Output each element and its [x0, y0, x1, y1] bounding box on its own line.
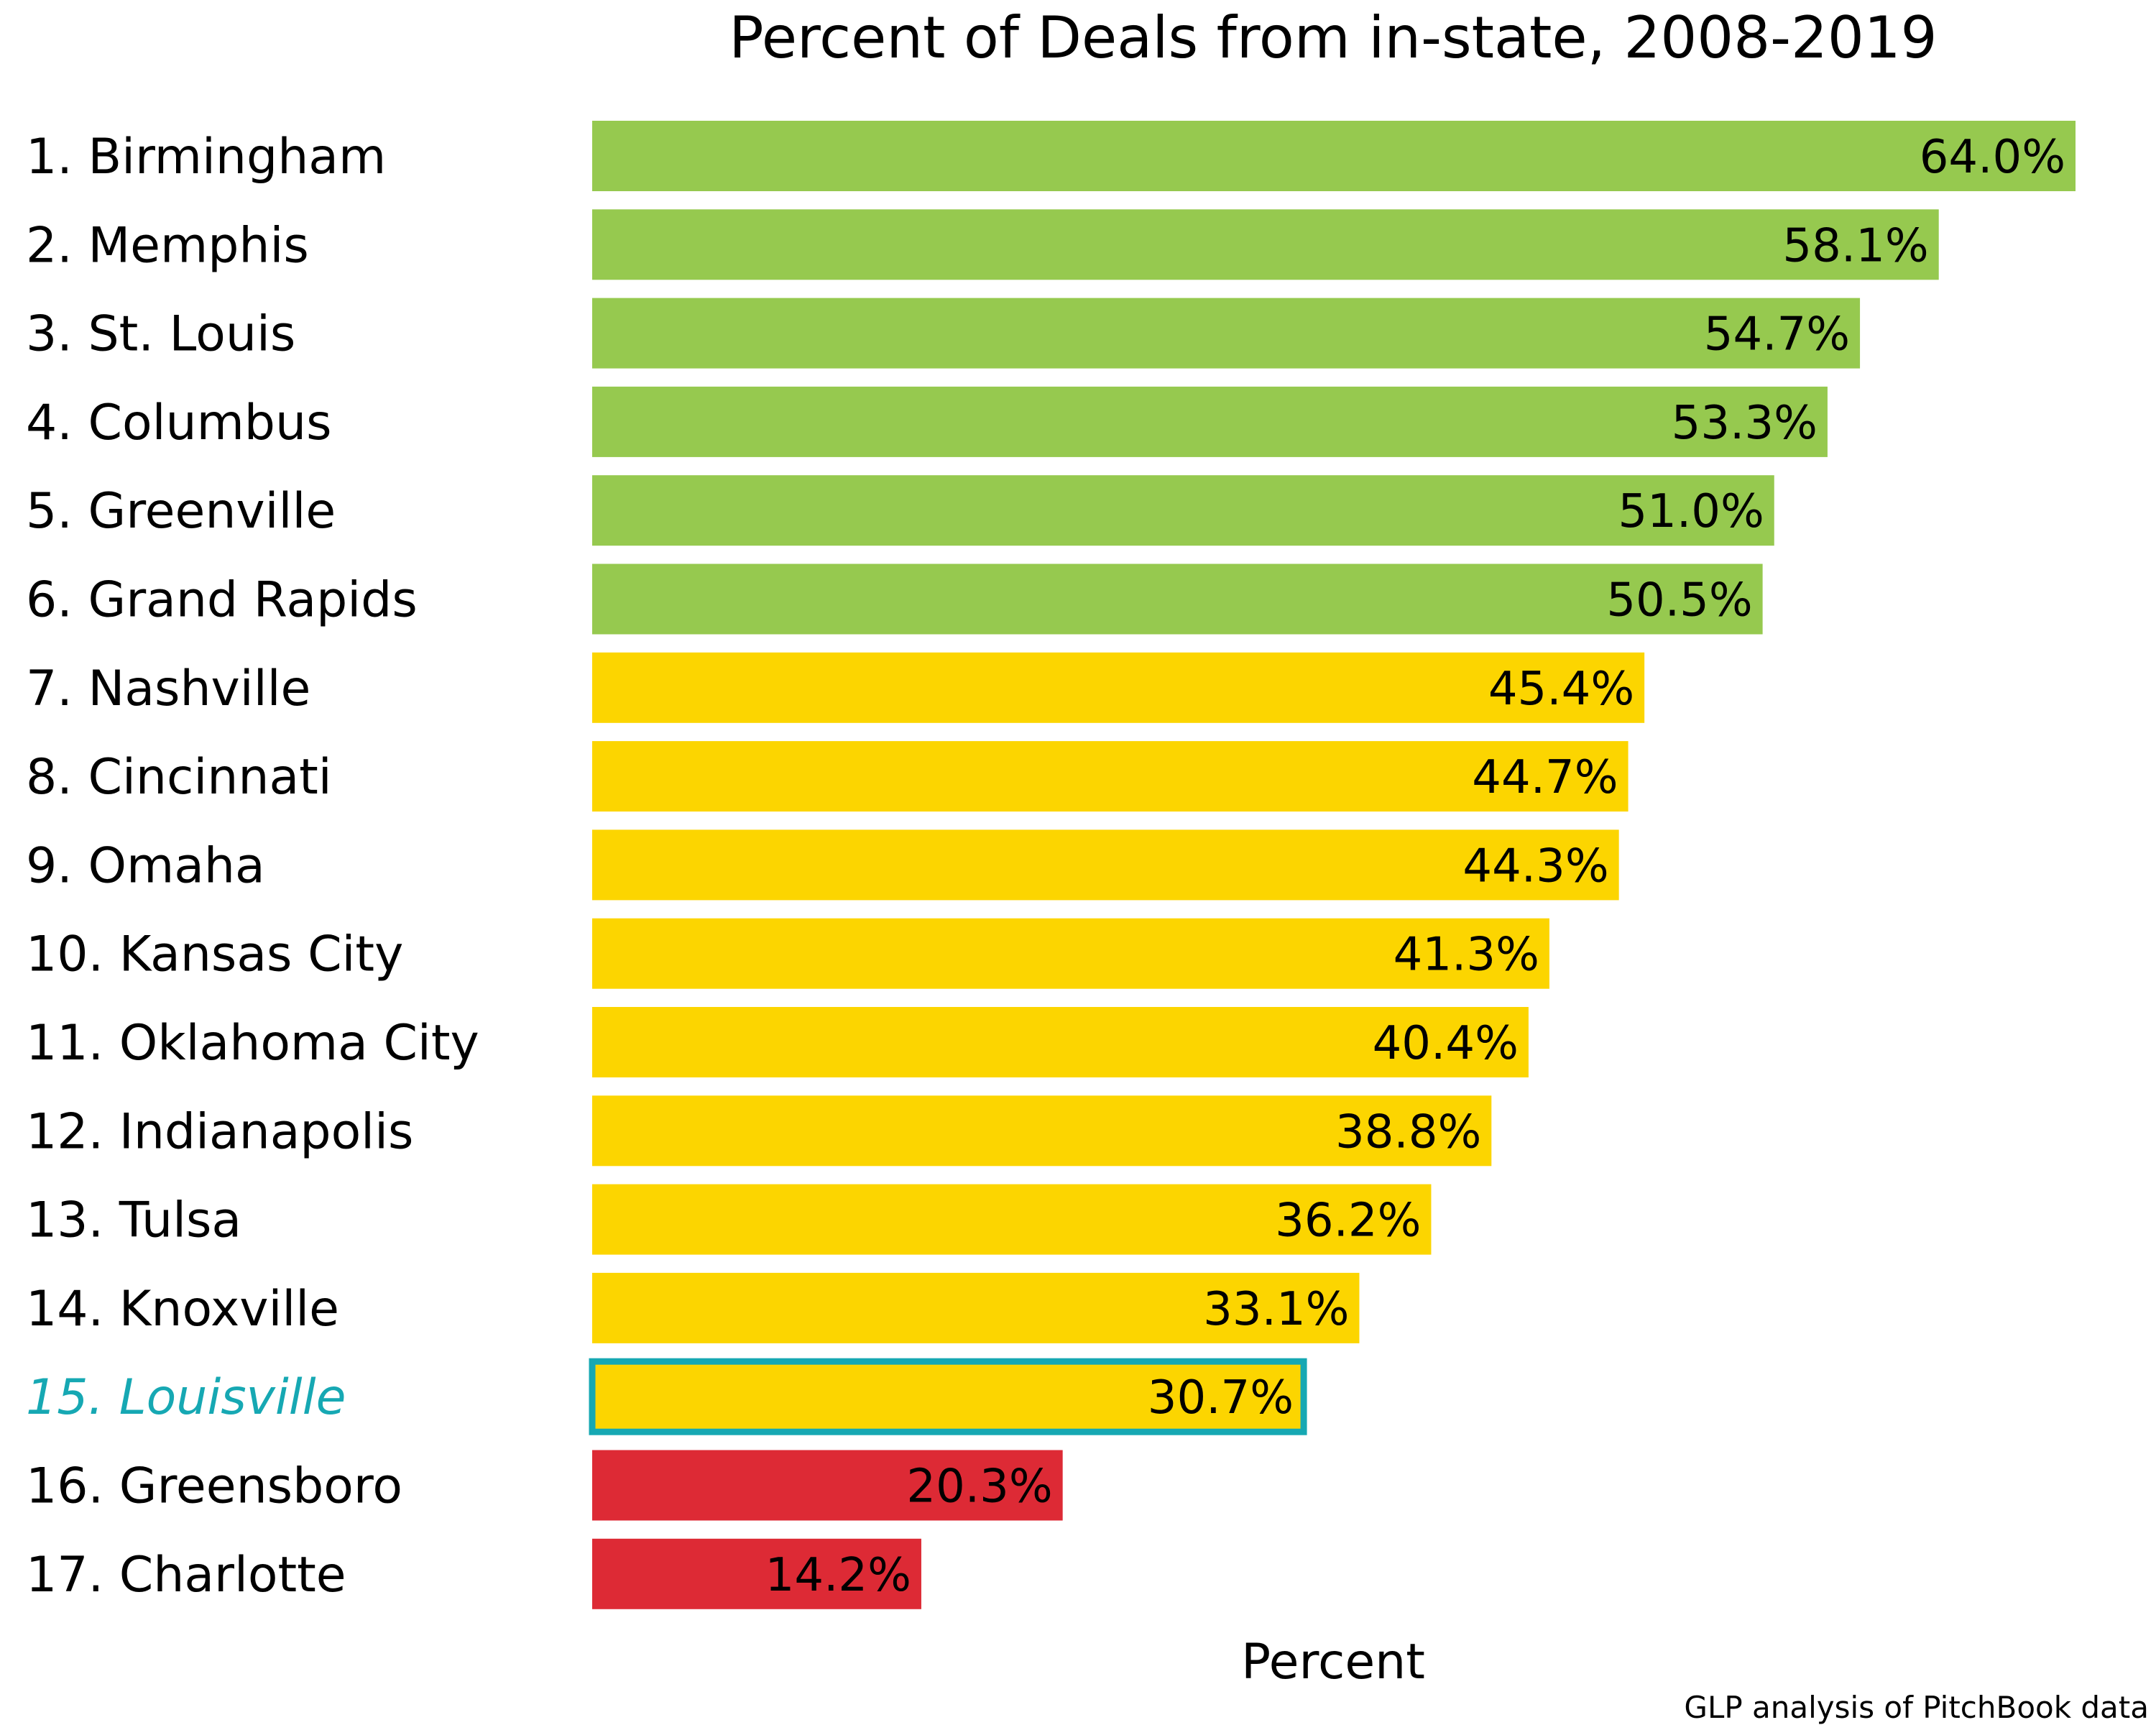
- value-label: 44.3%: [1462, 840, 1608, 893]
- chart-title: Percent of Deals from in-state, 2008-201…: [729, 4, 1937, 71]
- category-label: 7. Nashville: [26, 661, 310, 717]
- bar: [592, 386, 1828, 457]
- category-label: 10. Kansas City: [26, 926, 403, 983]
- bar: [592, 1450, 1063, 1521]
- value-label: 14.2%: [765, 1549, 911, 1602]
- value-label: 20.3%: [906, 1460, 1052, 1514]
- category-label: 11. Oklahoma City: [26, 1015, 479, 1072]
- value-label: 33.1%: [1203, 1283, 1349, 1336]
- category-label: 9. Omaha: [26, 837, 265, 894]
- category-label: 2. Memphis: [26, 217, 309, 274]
- value-label: 51.0%: [1618, 485, 1764, 538]
- category-label: 3. St. Louis: [26, 306, 295, 363]
- value-label: 40.4%: [1373, 1017, 1519, 1070]
- category-label: 8. Cincinnati: [26, 749, 332, 806]
- value-label: 30.7%: [1148, 1371, 1294, 1425]
- bar: [592, 1272, 1360, 1343]
- category-label: 17. Charlotte: [26, 1547, 346, 1604]
- value-label: 45.4%: [1488, 663, 1634, 716]
- bar: [592, 564, 1763, 635]
- category-label: 4. Columbus: [26, 395, 332, 451]
- category-label: 5. Greenville: [26, 483, 336, 540]
- category-label: 14. Knoxville: [26, 1281, 339, 1338]
- value-label: 44.7%: [1472, 751, 1618, 804]
- bar: [592, 1095, 1492, 1167]
- value-label: 53.3%: [1672, 397, 1818, 450]
- category-label: 13. Tulsa: [26, 1192, 241, 1249]
- category-label: 16. Greensboro: [26, 1458, 402, 1515]
- value-label: 36.2%: [1275, 1195, 1421, 1248]
- bar: [592, 1007, 1529, 1077]
- bar: [592, 298, 1861, 369]
- category-label: 12. Indianapolis: [26, 1103, 413, 1160]
- category-label: 6. Grand Rapids: [26, 572, 418, 629]
- category-label: 1. Birmingham: [26, 129, 386, 185]
- bar: [592, 741, 1628, 812]
- bar-group: 1. Birmingham 64.0% 2. Memphis 58.1% 3. St. …: [26, 121, 2076, 1609]
- value-label: 50.5%: [1606, 574, 1752, 627]
- value-label: 58.1%: [1782, 219, 1928, 272]
- bar: [592, 829, 1619, 901]
- bar: [592, 475, 1774, 546]
- bar: [592, 121, 2076, 191]
- source-note: GLP analysis of PitchBook data: [1684, 1690, 2149, 1725]
- bar: [592, 1538, 921, 1609]
- bar: [592, 918, 1549, 989]
- x-axis-label: Percent: [1241, 1634, 1425, 1690]
- value-label: 38.8%: [1335, 1105, 1481, 1159]
- value-label: 64.0%: [1920, 131, 2065, 184]
- value-label: 41.3%: [1393, 929, 1539, 982]
- bar: [592, 209, 1939, 280]
- bar: [592, 1184, 1432, 1255]
- bar: [589, 1358, 1307, 1435]
- value-label: 54.7%: [1704, 308, 1850, 362]
- category-label: 15. Louisville: [26, 1369, 346, 1426]
- bar: [592, 652, 1645, 723]
